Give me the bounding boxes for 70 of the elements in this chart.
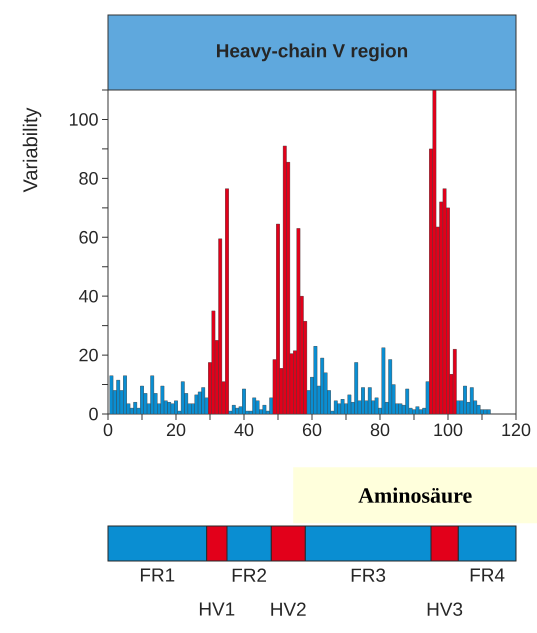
series-label: FR3 xyxy=(352,568,386,582)
bar xyxy=(452,348,457,414)
bar xyxy=(116,380,120,414)
bar xyxy=(160,386,164,414)
bar xyxy=(276,224,280,414)
y-tick-label: 60 xyxy=(79,230,98,244)
bar xyxy=(170,403,174,414)
bar xyxy=(296,228,300,414)
y-tick-label: 100 xyxy=(70,113,98,126)
x-tick-label: 120 xyxy=(502,423,530,436)
bar xyxy=(337,403,341,414)
bar xyxy=(167,402,172,414)
bar xyxy=(262,404,266,414)
bar xyxy=(398,403,402,414)
bar xyxy=(174,400,178,414)
bar xyxy=(476,404,480,414)
y-tick-label: 40 xyxy=(78,290,98,303)
y-tick-label: 80 xyxy=(79,172,98,185)
text: HV1 xyxy=(200,602,234,616)
bar xyxy=(211,310,216,414)
bar xyxy=(388,359,392,414)
bar xyxy=(415,406,420,414)
bar xyxy=(242,388,246,414)
bar xyxy=(109,376,114,414)
bar xyxy=(361,387,365,414)
bar xyxy=(381,348,386,414)
bar xyxy=(470,387,474,414)
x-tick-label: 0 xyxy=(104,423,112,436)
y-axis-title: Variability xyxy=(22,108,42,192)
series-label: FR1 xyxy=(140,568,174,582)
x-tick-label: 20 xyxy=(166,423,186,436)
bar xyxy=(313,346,318,414)
bar xyxy=(432,90,436,414)
x-tick-label: 40 xyxy=(234,423,254,436)
bar xyxy=(340,399,344,414)
x-axis-title: Aminosäure xyxy=(358,487,472,503)
bar xyxy=(225,188,229,414)
bar xyxy=(374,398,378,414)
bar xyxy=(483,409,488,414)
x-tick-label: 80 xyxy=(370,423,390,436)
y-tick-label: 20 xyxy=(79,348,98,362)
x-tick-label: 60 xyxy=(302,423,322,436)
bar xyxy=(150,376,154,414)
bar xyxy=(194,394,198,414)
bar xyxy=(354,362,358,414)
series-label: FR2 xyxy=(232,568,266,582)
chart-title: Heavy-chain V region xyxy=(216,44,407,62)
bar xyxy=(368,387,372,414)
bar xyxy=(218,238,222,414)
bar xyxy=(486,409,491,414)
bar xyxy=(140,386,144,414)
bar xyxy=(320,358,324,414)
bar xyxy=(405,388,410,414)
bar xyxy=(463,386,467,414)
x-tick-label: 100 xyxy=(434,423,462,436)
bar xyxy=(252,398,256,414)
bar xyxy=(442,188,446,414)
bar xyxy=(235,408,240,414)
bar xyxy=(133,402,138,414)
bar xyxy=(123,376,127,414)
bar xyxy=(347,394,352,414)
text: HV2 xyxy=(271,602,306,616)
series-label: FR4 xyxy=(470,568,504,582)
bar xyxy=(480,409,484,414)
bar xyxy=(412,409,416,414)
bar xyxy=(232,404,236,414)
y-tick-label: 0 xyxy=(89,408,98,420)
bar xyxy=(256,400,260,414)
bar xyxy=(201,387,206,414)
text: HV3 xyxy=(428,602,462,616)
